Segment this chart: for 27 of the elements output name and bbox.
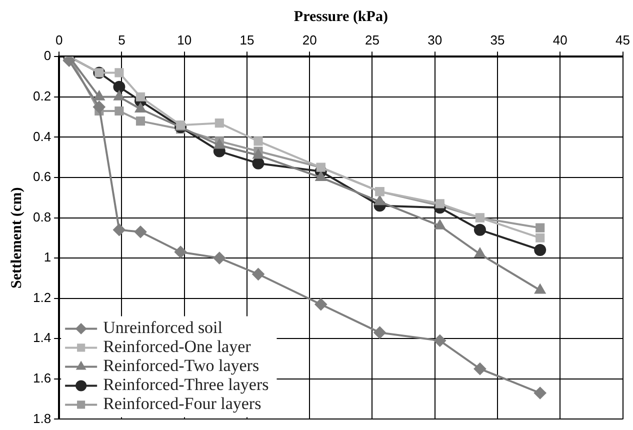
y-tick-label: 1.6 xyxy=(32,370,52,386)
x-tick-label: 15 xyxy=(240,32,254,48)
y-tick-label: 1 xyxy=(44,250,52,265)
y-axis-title: Settlement (cm) xyxy=(8,187,25,288)
x-tick-label: 45 xyxy=(616,32,630,48)
legend-label: Reinforced-Three layers xyxy=(103,375,269,394)
legend-label: Reinforced-One layer xyxy=(103,337,252,356)
y-tick-label: 0.4 xyxy=(32,128,52,144)
x-tick-label: 5 xyxy=(118,32,126,48)
x-tick-label: 10 xyxy=(177,32,192,48)
x-tick-label: 35 xyxy=(490,32,505,48)
y-tick-label: 0 xyxy=(44,48,52,64)
x-tick-label: 40 xyxy=(552,32,568,48)
y-tick-label: 0.6 xyxy=(32,169,52,184)
legend-label: Unreinforced soil xyxy=(103,318,223,338)
y-tick-label: 1.4 xyxy=(32,330,52,346)
y-tick-label: 1.8 xyxy=(32,410,52,426)
y-tick-label: 1.2 xyxy=(32,290,52,305)
legend-label: Reinforced-Two layers xyxy=(103,356,260,376)
x-tick-label: 30 xyxy=(428,32,442,48)
legend-label: Reinforced-Four layers xyxy=(103,394,262,414)
y-tick-label: 0.2 xyxy=(32,88,52,104)
x-tick-label: 20 xyxy=(302,32,317,48)
x-axis-title: Pressure (kPa) xyxy=(294,8,388,25)
y-tick-label: 0.8 xyxy=(32,209,52,224)
x-tick-label: 25 xyxy=(365,32,380,48)
x-tick-label: 0 xyxy=(55,32,63,48)
